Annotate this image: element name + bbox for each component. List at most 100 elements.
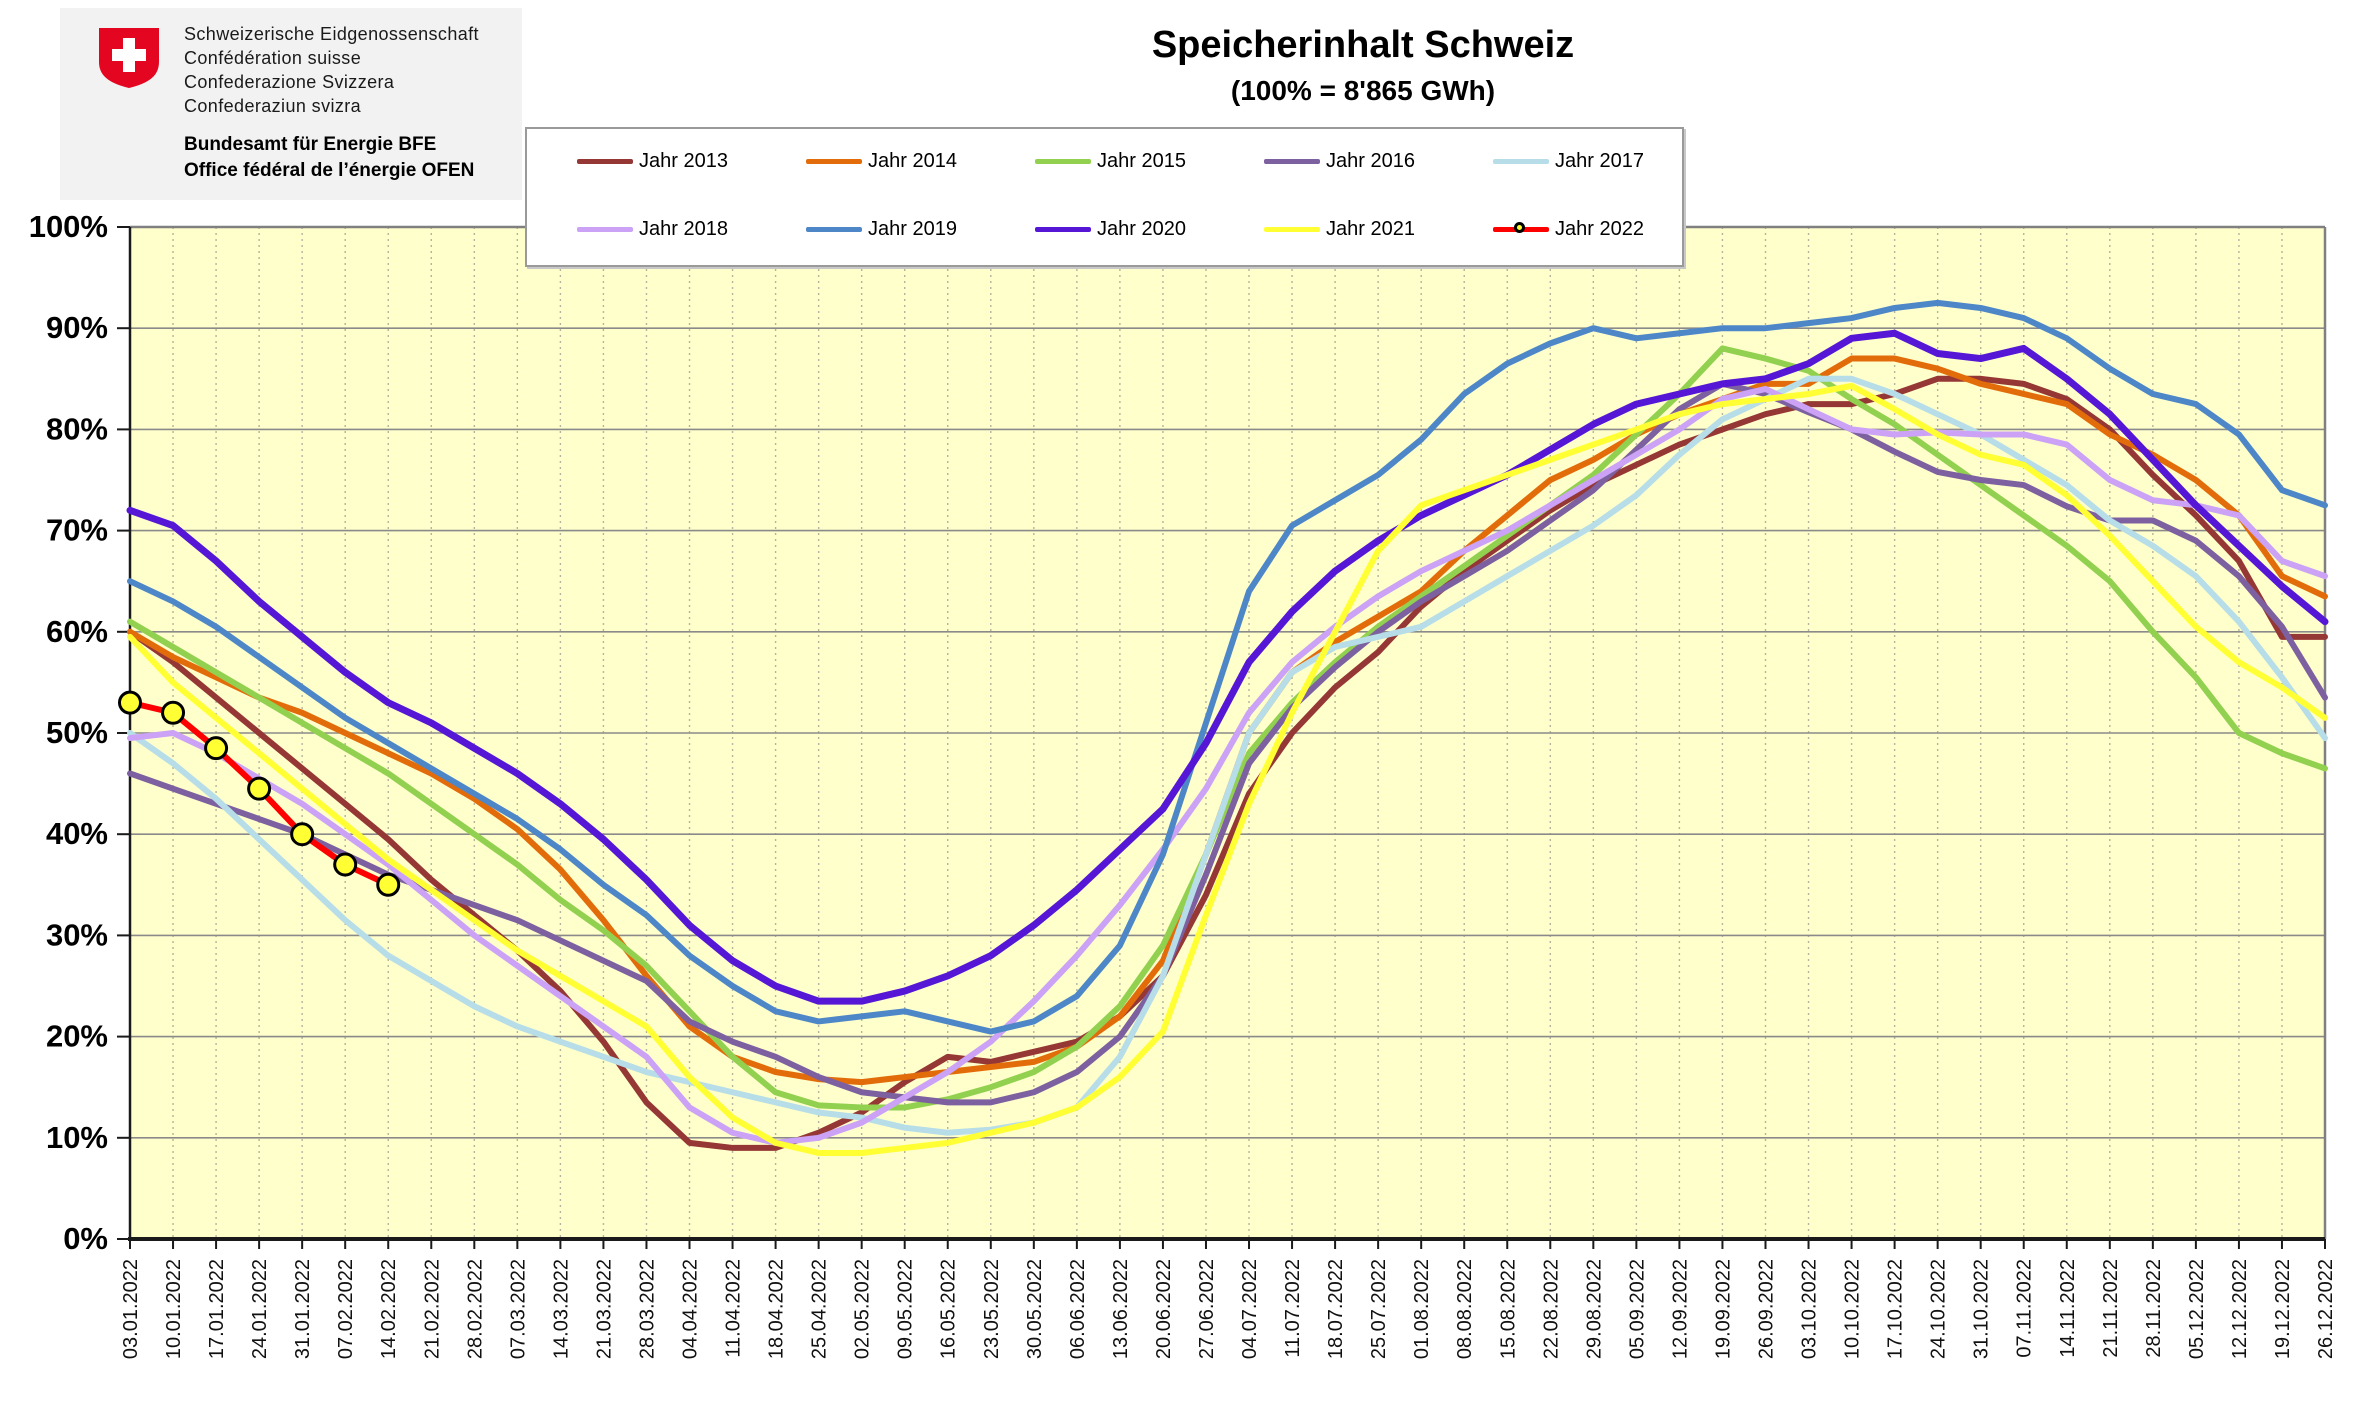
x-axis-label: 28.03.2022 — [636, 1259, 658, 1359]
x-axis-label: 24.10.2022 — [1928, 1259, 1950, 1359]
y-axis-label: 10% — [46, 1120, 108, 1155]
legend-swatch-icon — [1264, 158, 1320, 164]
x-axis-label: 11.04.2022 — [723, 1259, 745, 1358]
office-fr: Office fédéral de l’énergie OFEN — [184, 160, 475, 181]
y-axis-label: 100% — [29, 209, 108, 244]
legend-label: Jahr 2020 — [1097, 217, 1186, 240]
legend-swatch-icon — [806, 226, 862, 232]
series-line-jahr-2016 — [127, 380, 2328, 1106]
x-axis-label: 19.12.2022 — [2272, 1259, 2294, 1359]
x-axis-label: 16.05.2022 — [938, 1259, 960, 1359]
y-axis-label: 70% — [46, 513, 108, 548]
x-axis-label: 07.11.2022 — [2014, 1259, 2036, 1358]
x-axis-label: 13.06.2022 — [1110, 1259, 1132, 1359]
logo-line-rm: Confederaziun svizra — [184, 96, 362, 116]
x-axis-label: 12.09.2022 — [1669, 1259, 1691, 1359]
logo-line-fr: Confédération suisse — [184, 48, 362, 68]
legend-item-jahr-2021: Jahr 2021 — [1264, 209, 1415, 249]
legend-swatch-icon — [577, 158, 633, 164]
x-axis-label: 15.08.2022 — [1497, 1259, 1519, 1359]
x-axis-label: 03.10.2022 — [1799, 1259, 1821, 1359]
x-axis-label: 08.08.2022 — [1454, 1259, 1476, 1359]
y-axis-label: 90% — [46, 310, 108, 345]
chart-title-block: Speicherinhalt Schweiz (100% = 8'865 GWh… — [1028, 24, 1698, 107]
legend-label: Jahr 2015 — [1097, 149, 1186, 172]
legend-item-jahr-2020: Jahr 2020 — [1035, 209, 1186, 249]
legend-label: Jahr 2014 — [868, 149, 957, 172]
series-marker-jahr-2022 — [118, 690, 142, 715]
y-axis-label: 60% — [46, 614, 108, 649]
legend-swatch-icon — [1493, 222, 1549, 233]
x-axis-label: 05.12.2022 — [2186, 1259, 2208, 1359]
x-axis-label: 14.03.2022 — [550, 1259, 572, 1359]
x-axis-label: 25.04.2022 — [809, 1259, 831, 1359]
legend-marker-dot-icon — [1514, 222, 1525, 233]
x-axis-label: 11.07.2022 — [1282, 1259, 1304, 1358]
x-axis-label: 24.01.2022 — [249, 1259, 271, 1359]
office-names: Bundesamt für Energie BFE Office fédéral… — [184, 132, 522, 184]
legend-swatch-icon — [1493, 158, 1549, 164]
legend-label: Jahr 2016 — [1326, 149, 1415, 172]
x-axis-label: 10.10.2022 — [1842, 1259, 1864, 1359]
legend-swatch-icon — [1264, 226, 1320, 232]
x-axis-label: 26.12.2022 — [2315, 1259, 2337, 1359]
x-axis-label: 29.08.2022 — [1583, 1259, 1605, 1359]
y-axis-label: 30% — [46, 917, 108, 952]
x-axis-label: 19.09.2022 — [1712, 1259, 1734, 1359]
confederation-names: Schweizerische Eidgenossenschaft Confédé… — [184, 22, 479, 118]
x-axis-label: 04.04.2022 — [680, 1259, 702, 1359]
series-marker-jahr-2022 — [376, 872, 401, 897]
series-line-jahr-2019 — [127, 299, 2328, 1035]
x-axis-label: 21.02.2022 — [421, 1259, 443, 1359]
x-axis-label: 25.07.2022 — [1368, 1259, 1390, 1359]
x-axis-label: 07.03.2022 — [507, 1259, 529, 1359]
legend-label: Jahr 2022 — [1555, 217, 1644, 240]
legend-item-jahr-2015: Jahr 2015 — [1035, 141, 1186, 181]
logo-line-it: Confederazione Svizzera — [184, 72, 395, 92]
x-axis-label: 07.02.2022 — [335, 1259, 357, 1359]
x-axis-label: 28.11.2022 — [2143, 1259, 2165, 1358]
legend-item-jahr-2013: Jahr 2013 — [577, 141, 728, 181]
legend-item-jahr-2022: Jahr 2022 — [1493, 209, 1644, 249]
bfe-logo-panel: Schweizerische Eidgenossenschaft Confédé… — [60, 8, 522, 200]
chart-subtitle: (100% = 8'865 GWh) — [1230, 75, 1496, 106]
x-axis-label: 27.06.2022 — [1196, 1259, 1218, 1359]
legend-swatch-icon — [806, 158, 862, 164]
x-axis-label: 31.01.2022 — [292, 1259, 314, 1359]
legend-item-jahr-2018: Jahr 2018 — [577, 209, 728, 249]
y-axis-label: 0% — [63, 1221, 108, 1256]
x-axis-label: 21.03.2022 — [593, 1259, 615, 1359]
x-axis-label: 14.11.2022 — [2057, 1259, 2079, 1358]
x-axis-label: 12.12.2022 — [2229, 1259, 2251, 1359]
legend-label: Jahr 2019 — [868, 217, 957, 240]
x-axis-label: 31.10.2022 — [1971, 1259, 1993, 1359]
series-line-jahr-2018 — [127, 385, 2328, 1146]
series-line-jahr-2015 — [127, 345, 2328, 1111]
x-axis-label: 03.01.2022 — [120, 1259, 142, 1359]
x-axis-label: 01.08.2022 — [1411, 1259, 1433, 1359]
legend-swatch-icon — [577, 226, 633, 232]
x-axis-label: 26.09.2022 — [1755, 1259, 1777, 1359]
legend-item-jahr-2017: Jahr 2017 — [1493, 141, 1644, 181]
swiss-flag-icon — [99, 28, 159, 88]
x-axis-label: 17.10.2022 — [1885, 1259, 1907, 1359]
x-axis-label: 05.09.2022 — [1626, 1259, 1648, 1359]
series-marker-jahr-2022 — [290, 822, 315, 847]
x-axis-label: 10.01.2022 — [163, 1259, 185, 1359]
chart-title: Speicherinhalt Schweiz — [1151, 24, 1575, 66]
x-axis-label: 18.04.2022 — [766, 1259, 788, 1359]
series-marker-jahr-2022 — [333, 852, 358, 877]
x-axis-label: 09.05.2022 — [895, 1259, 917, 1359]
chart-legend: Jahr 2013 Jahr 2014 Jahr 2015 Jahr 2016 Jahr… — [525, 127, 1684, 267]
series-line-jahr-2021 — [127, 382, 2328, 1156]
y-axis-label: 50% — [46, 715, 108, 750]
x-axis-label: 02.05.2022 — [852, 1259, 874, 1359]
x-axis-label: 30.05.2022 — [1024, 1259, 1046, 1359]
series-line-jahr-2017 — [127, 375, 2328, 1136]
office-de: Bundesamt für Energie BFE — [184, 134, 437, 155]
x-axis-label: 23.05.2022 — [981, 1259, 1003, 1359]
legend-item-jahr-2014: Jahr 2014 — [806, 141, 957, 181]
x-axis-label: 28.02.2022 — [464, 1259, 486, 1359]
legend-swatch-icon — [1035, 226, 1091, 232]
